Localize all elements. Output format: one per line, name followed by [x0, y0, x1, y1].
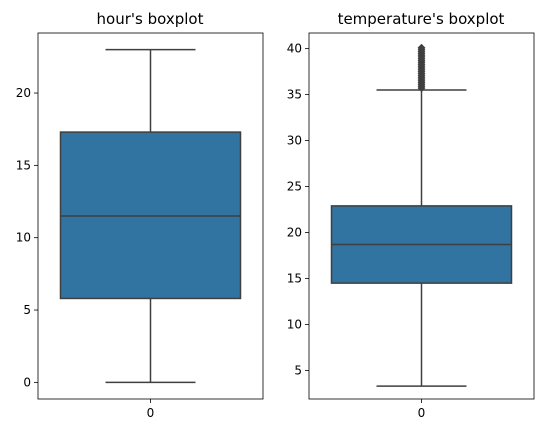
temperature-x-tick-label: 0: [418, 406, 426, 420]
hour-y-tick-label: 15: [16, 158, 31, 172]
hour-axes-frame: [37, 32, 264, 400]
hour-boxplot-panel: hour's boxplot 0 5 10 15 20 0: [16, 10, 264, 420]
temperature-boxplot-panel: temperature's boxplot 5 10 15 20 25 30 35 40 0: [287, 10, 535, 420]
hour-y-tick-label: 10: [16, 231, 31, 245]
temperature-chart-title: temperature's boxplot: [338, 10, 505, 28]
hour-chart-title: hour's boxplot: [97, 10, 204, 28]
temperature-outlier-point: [417, 43, 426, 52]
temperature-y-tick-label: 25: [287, 180, 302, 194]
temperature-y-tick-label: 30: [287, 134, 302, 148]
temperature-y-tick-label: 40: [287, 42, 302, 56]
temperature-y-tick-label: 20: [287, 226, 302, 240]
hour-x-tick-label: 0: [147, 406, 155, 420]
temperature-axes-frame: [308, 32, 535, 400]
temperature-y-tick-label: 35: [287, 88, 302, 102]
hour-y-tick-label: 0: [23, 375, 31, 389]
temperature-y-tick-label: 15: [287, 272, 302, 286]
temperature-y-tick-label: 10: [287, 318, 302, 332]
hour-y-tick-label: 5: [23, 303, 31, 317]
hour-y-tick-label: 20: [16, 86, 31, 100]
temperature-y-tick-label: 5: [294, 363, 302, 377]
